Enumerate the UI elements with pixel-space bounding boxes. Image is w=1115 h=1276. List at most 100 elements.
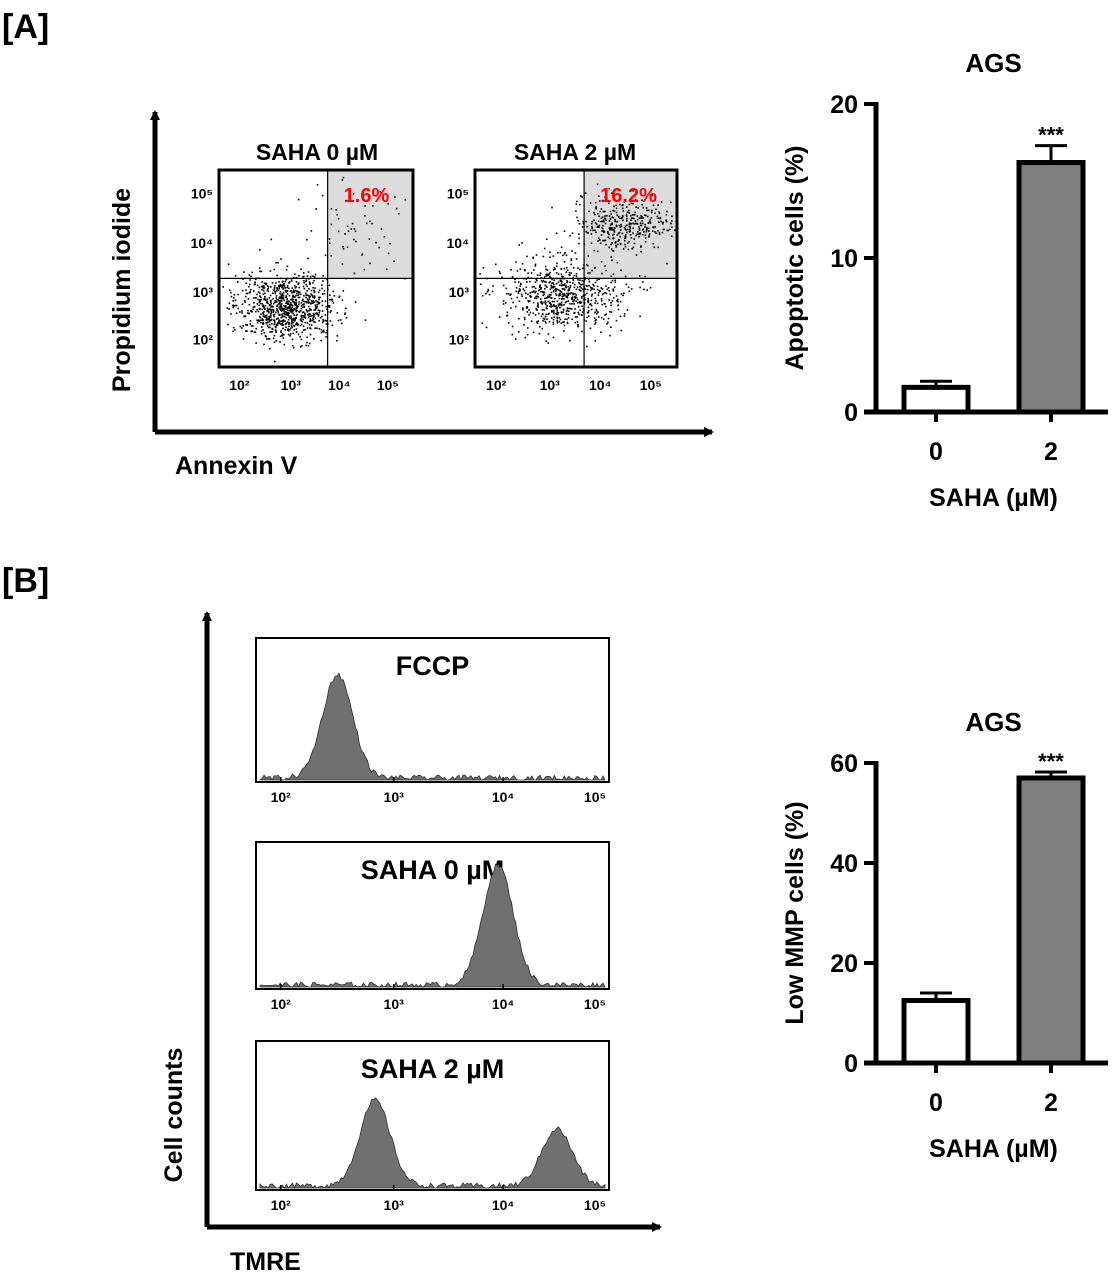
event-dot [302, 311, 305, 313]
event-dot [601, 303, 604, 306]
event-dot [593, 288, 595, 291]
event-dot [545, 340, 548, 343]
event-dot [590, 233, 593, 235]
event-dot [612, 288, 614, 290]
event-dot [529, 280, 531, 283]
event-dot [312, 318, 315, 321]
event-dot [579, 309, 581, 311]
event-dot [288, 312, 291, 315]
event-dot [545, 302, 547, 304]
event-dot [313, 338, 315, 340]
event-dot [228, 302, 231, 305]
event-dot [303, 295, 305, 297]
event-dot [344, 313, 346, 316]
event-dot [622, 294, 624, 297]
event-dot [577, 279, 579, 281]
event-dot [601, 293, 604, 296]
event-dot [642, 206, 645, 209]
event-dot [313, 297, 315, 299]
event-dot [609, 310, 611, 313]
event-dot [615, 211, 618, 214]
event-dot [568, 288, 570, 290]
event-dot [319, 309, 321, 312]
event-dot [550, 294, 552, 296]
event-dot [364, 205, 366, 207]
event-dot [304, 328, 307, 331]
event-dot [262, 286, 265, 289]
event-dot [278, 287, 280, 290]
event-dot [523, 289, 526, 292]
event-dot [291, 311, 293, 314]
event-dot [308, 298, 311, 300]
event-dot [615, 319, 618, 322]
x-tick-label: 10² [271, 1197, 292, 1213]
event-dot [266, 317, 268, 319]
event-dot [293, 290, 296, 293]
event-dot [300, 307, 303, 310]
event-dot [608, 227, 611, 229]
event-dot [630, 202, 633, 205]
event-dot [280, 331, 282, 333]
event-dot [270, 308, 272, 311]
event-dot [303, 275, 305, 278]
event-dot [600, 208, 603, 210]
event-dot [601, 300, 603, 302]
event-dot [641, 203, 643, 206]
event-dot [539, 272, 542, 274]
event-dot [282, 309, 284, 311]
event-dot [625, 229, 628, 231]
histogram-area [259, 1097, 606, 1189]
event-dot [543, 247, 546, 250]
event-dot [604, 218, 607, 220]
event-dot [562, 295, 565, 297]
event-dot [553, 279, 555, 281]
event-dot [556, 307, 558, 309]
event-dot [538, 289, 540, 292]
event-dot [619, 203, 621, 206]
event-dot [578, 223, 581, 225]
event-dot [309, 313, 311, 315]
event-dot [300, 315, 302, 317]
event-dot [614, 279, 616, 282]
event-dot [569, 307, 572, 310]
event-dot [335, 209, 338, 211]
event-dot [594, 297, 597, 300]
event-dot [566, 309, 569, 311]
event-dot [314, 287, 316, 289]
event-dot [256, 293, 258, 296]
flow-plot-frame [473, 168, 679, 369]
event-dot [559, 280, 562, 282]
event-dot [511, 333, 514, 336]
event-dot [263, 298, 265, 301]
event-dot [570, 258, 573, 260]
event-dot [329, 294, 331, 296]
event-dot [288, 306, 290, 308]
event-dot [264, 299, 267, 301]
event-dot [563, 261, 566, 263]
event-dot [607, 287, 610, 289]
event-dot [586, 288, 589, 291]
event-dot [562, 254, 564, 257]
event-dot [614, 281, 617, 283]
x-tick-label: 10² [271, 789, 292, 805]
event-dot [560, 298, 563, 300]
event-dot [554, 268, 556, 270]
event-dot [574, 308, 576, 310]
event-dot [587, 272, 589, 274]
x-tick-label: 10⁵ [584, 996, 606, 1012]
event-dot [267, 308, 269, 311]
event-dot [658, 232, 661, 234]
event-dot [292, 296, 295, 298]
event-dot [537, 320, 539, 322]
event-dot [269, 270, 272, 272]
event-dot [250, 310, 253, 312]
event-dot [259, 295, 261, 297]
event-dot [651, 209, 653, 212]
event-dot [572, 300, 574, 303]
event-dot [330, 254, 332, 257]
event-dot [514, 281, 516, 283]
event-dot [248, 304, 251, 306]
x-tick-label: 10³ [384, 789, 405, 805]
event-dot [289, 290, 292, 292]
event-dot [611, 300, 614, 302]
